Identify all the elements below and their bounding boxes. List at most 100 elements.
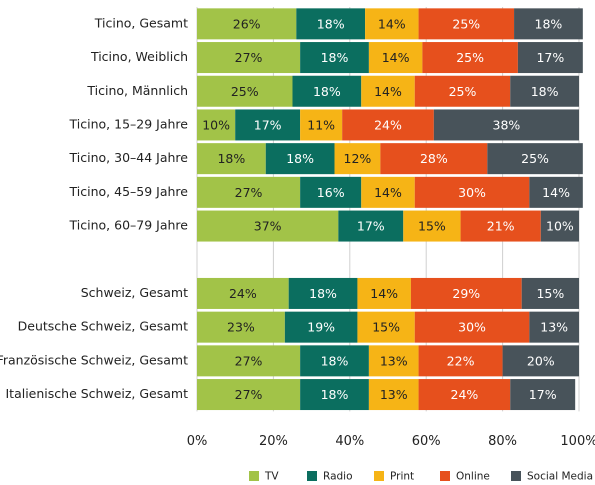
legend-label: Online [456, 471, 490, 483]
bar-segment [418, 345, 503, 377]
bar-segment [365, 8, 419, 40]
value-label: 19% [307, 320, 335, 335]
value-label: 18% [321, 387, 349, 402]
category-label: Französische Schweiz, Gesamt [0, 352, 188, 367]
bar-segment [300, 42, 369, 74]
bar-segment [510, 75, 579, 107]
x-tick-label: 80% [488, 434, 517, 449]
bar-segment [433, 109, 579, 141]
value-label: 10% [202, 117, 230, 132]
value-label: 37% [254, 219, 282, 234]
category-label: Ticino, 15–29 Jahre [69, 116, 189, 131]
value-label: 18% [313, 84, 341, 99]
value-label: 29% [452, 286, 480, 301]
bar-segment [414, 311, 530, 343]
value-label: 18% [317, 16, 345, 31]
value-label: 17% [254, 117, 282, 132]
bar-segment [418, 8, 515, 40]
value-label: 14% [374, 84, 402, 99]
bar-segment [403, 210, 461, 242]
value-label: 15% [418, 219, 446, 234]
value-label: 15% [372, 320, 400, 335]
value-label: 38% [493, 117, 521, 132]
bar-segment [342, 109, 434, 141]
bar-segment [410, 277, 522, 309]
value-label: 18% [217, 151, 245, 166]
category-label: Ticino, 30–44 Jahre [69, 150, 189, 165]
value-label: 18% [321, 353, 349, 368]
bar-segment [502, 345, 579, 377]
bar-segment [197, 75, 293, 107]
value-label: 18% [286, 151, 314, 166]
legend-label: Social Media [527, 471, 593, 483]
value-label: 28% [420, 151, 448, 166]
category-label: Italienische Schweiz, Gesamt [5, 386, 188, 401]
value-label: 18% [309, 286, 337, 301]
bar-segment [521, 277, 579, 309]
bar-segment [284, 311, 358, 343]
category-label: Ticino, 60–79 Jahre [69, 218, 189, 233]
value-label: 14% [378, 16, 406, 31]
value-label: 24% [451, 387, 479, 402]
x-tick-label: 20% [259, 434, 288, 449]
value-label: 13% [380, 353, 408, 368]
bar-segment [197, 42, 301, 74]
x-tick-label: 100% [560, 434, 595, 449]
bar-segment [368, 42, 423, 74]
x-tick-label: 60% [412, 434, 441, 449]
bar-segment [296, 8, 366, 40]
bar-segment [300, 345, 369, 377]
bar-segment [334, 143, 381, 175]
bar-segment [197, 109, 236, 141]
value-label: 12% [344, 151, 372, 166]
value-label: 25% [231, 84, 259, 99]
bar-segment [197, 345, 301, 377]
value-label: 21% [487, 219, 515, 234]
bar-segment [517, 42, 583, 74]
value-label: 14% [542, 185, 570, 200]
value-label: 25% [456, 50, 484, 65]
bar-segment [197, 277, 289, 309]
bar-segment [529, 176, 583, 208]
bar-segment [357, 277, 411, 309]
value-label: 18% [321, 50, 349, 65]
value-label: 16% [317, 185, 345, 200]
value-label: 17% [357, 219, 385, 234]
value-label: 22% [447, 353, 475, 368]
bar-segment [368, 379, 419, 411]
category-label: Ticino, Gesamt [94, 15, 188, 30]
bar-segment [380, 143, 488, 175]
bar-segment [197, 210, 339, 242]
value-label: 27% [235, 353, 263, 368]
category-label: Ticino, 45–59 Jahre [69, 184, 189, 199]
value-label: 17% [536, 50, 564, 65]
bar-segment [510, 379, 576, 411]
category-label: Deutsche Schweiz, Gesamt [18, 319, 188, 334]
x-tick-label: 40% [335, 434, 364, 449]
value-label: 24% [229, 286, 257, 301]
bar-segment [529, 311, 579, 343]
bar-segment [414, 75, 511, 107]
value-label: 25% [449, 84, 477, 99]
legend-label: Print [390, 471, 414, 483]
bar-segment [197, 379, 301, 411]
bar-segment [540, 210, 579, 242]
legend-swatch [249, 471, 259, 481]
bar-segment [357, 311, 415, 343]
bar-segment [300, 176, 362, 208]
bar-segment [361, 75, 415, 107]
value-label: 18% [535, 16, 563, 31]
bar-segment [460, 210, 541, 242]
value-label: 10% [546, 219, 574, 234]
value-label: 27% [235, 387, 263, 402]
value-label: 30% [458, 185, 486, 200]
category-label: Ticino, Männlich [86, 83, 188, 98]
bar-segment [292, 75, 362, 107]
bar-segment [368, 345, 419, 377]
legend-swatch [307, 471, 317, 481]
bar-segment [197, 311, 285, 343]
category-label: Schweiz, Gesamt [81, 285, 188, 300]
value-label: 26% [233, 16, 261, 31]
bar-segment [514, 8, 583, 40]
